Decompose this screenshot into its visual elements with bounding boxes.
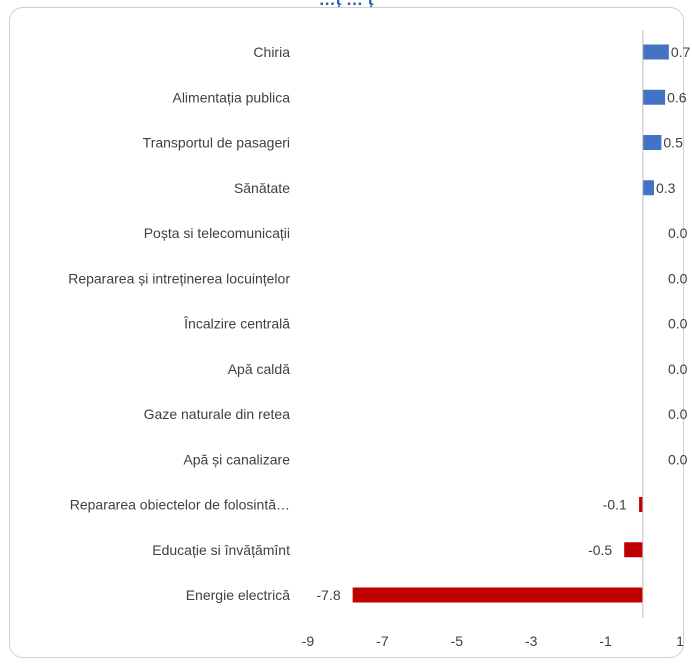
x-tick-label: -3 <box>525 633 538 649</box>
category-label: Încalzire centrală <box>183 316 290 332</box>
chart-frame <box>9 7 684 658</box>
value-label: 0.0 <box>668 361 688 377</box>
bar <box>642 89 666 105</box>
value-labels-group: 0.7 0.6 0.5 0.3 0.0 0.0 0.0 0.0 0.0 0.0 -0.1 -0.5 -7… <box>317 44 691 603</box>
value-label: 0.0 <box>668 451 688 467</box>
value-label: 0.0 <box>668 270 688 286</box>
value-label: 0.7 <box>671 44 691 60</box>
value-label: 0.0 <box>668 406 688 422</box>
bar <box>642 44 669 60</box>
category-label: Repararea și intreținerea locuințelor <box>68 270 290 286</box>
chart-title-fragment: …ț … ț <box>0 0 692 10</box>
category-label: Transportul de pasageri <box>143 135 290 151</box>
x-tick-label: 1 <box>676 633 684 649</box>
x-tick-label: -7 <box>376 633 389 649</box>
category-label: Chiria <box>253 44 290 60</box>
value-label: -0.5 <box>588 542 612 558</box>
value-label: 0.0 <box>668 225 688 241</box>
category-label: Alimentația publica <box>172 89 290 105</box>
bar <box>642 135 662 150</box>
category-label: Energie electrică <box>186 587 290 603</box>
bars-group <box>352 44 669 603</box>
x-tick-label: -9 <box>302 633 315 649</box>
category-labels-group: Chiria Alimentația publica Transportul de … <box>68 44 290 603</box>
category-label: Educație si învățămînt <box>152 542 290 558</box>
category-label: Repararea obiectelor de folosintă… <box>70 497 290 513</box>
value-label: 0.5 <box>663 135 683 151</box>
value-label: -7.8 <box>317 587 341 603</box>
category-label: Apă și canalizare <box>183 451 290 467</box>
value-label: 0.0 <box>668 316 688 332</box>
x-tick-label: -1 <box>599 633 612 649</box>
value-label: -0.1 <box>603 497 627 513</box>
category-label: Poșta si telecomunicații <box>144 225 290 241</box>
bar <box>352 587 643 603</box>
value-label: 0.6 <box>667 89 687 105</box>
x-tick-label: -5 <box>451 633 464 649</box>
bar <box>624 542 643 558</box>
bar <box>639 497 643 512</box>
category-label: Apă caldă <box>228 361 290 377</box>
category-label: Sănătate <box>234 180 290 196</box>
bar <box>642 180 654 196</box>
value-label: 0.3 <box>656 180 676 196</box>
x-axis-ticks-group: -9 -7 -5 -3 -1 1 <box>302 633 684 649</box>
category-label: Gaze naturale din retea <box>144 406 291 422</box>
